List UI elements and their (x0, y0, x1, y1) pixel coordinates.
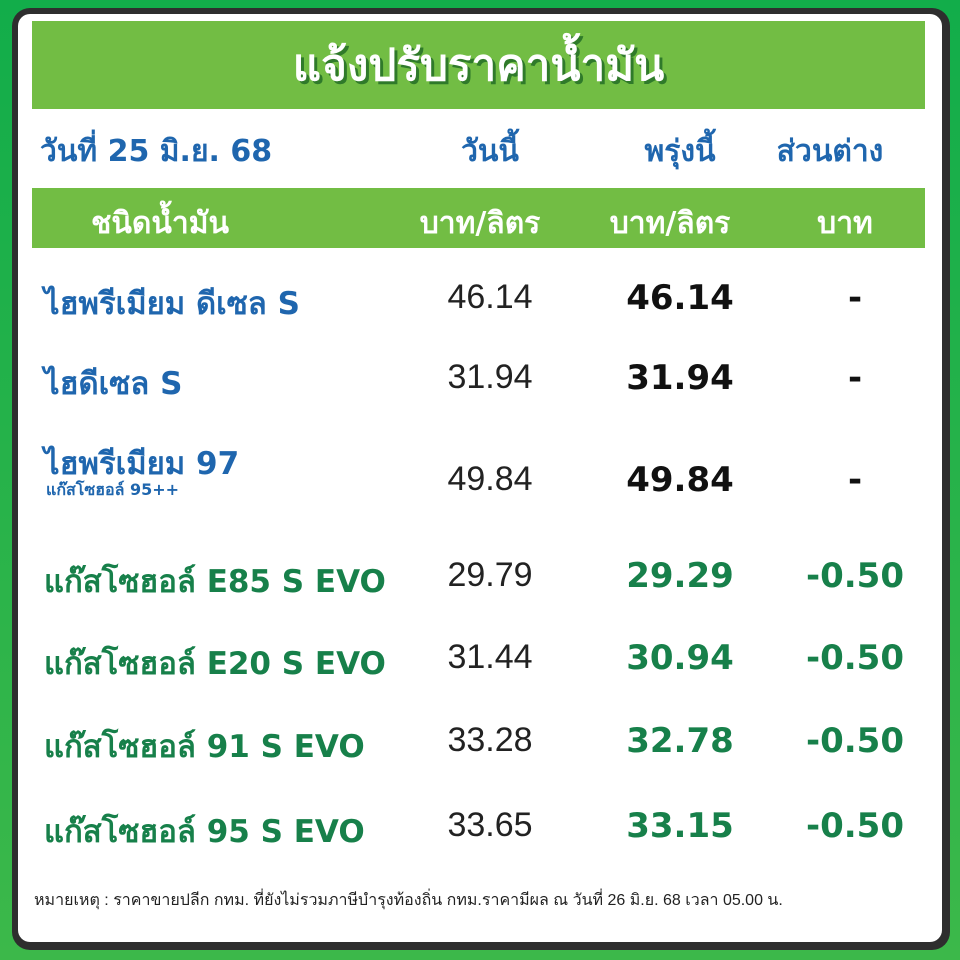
price-today: 33.28 (447, 721, 533, 759)
unit-diff: บาท (817, 206, 873, 241)
price-tomorrow: 29.29 (626, 556, 734, 596)
footnote: หมายเหตุ : ราคาขายปลีก กทม. ที่ยังไม่รวม… (34, 892, 783, 909)
poster-inner (18, 14, 942, 942)
price-tomorrow: 49.84 (626, 460, 734, 500)
price-diff: - (847, 278, 863, 318)
price-tomorrow: 33.15 (626, 806, 734, 846)
price-tomorrow: 30.94 (626, 638, 734, 678)
price-today: 33.65 (447, 806, 533, 844)
date-label: วันที่ 25 มิ.ย. 68 (40, 134, 273, 169)
price-diff: -0.50 (806, 556, 904, 596)
price-diff: -0.50 (806, 721, 904, 761)
poster-frame (12, 8, 950, 950)
fuel-name: แก๊สโซฮอล์ 91 S EVO (44, 729, 365, 765)
fuel-name: แก๊สโซฮอล์ 95 S EVO (44, 814, 365, 850)
price-diff: - (847, 358, 863, 398)
type-header: ชนิดน้ำมัน (91, 206, 229, 241)
price-today: 46.14 (447, 278, 533, 316)
fuel-name: แก๊สโซฮอล์ E20 S EVO (44, 646, 386, 682)
header-band (32, 188, 925, 248)
fuel-name: ไฮพรีเมียม 97 (44, 446, 240, 482)
col-tomorrow-header: พรุ่งนี้ (644, 134, 716, 169)
fuel-name: ไฮพรีเมียม ดีเซล S (44, 286, 300, 322)
unit-today: บาท/ลิตร (419, 206, 541, 241)
price-tomorrow: 46.14 (626, 278, 734, 318)
col-today-header: วันนี้ (461, 134, 519, 169)
unit-tomorrow: บาท/ลิตร (609, 206, 731, 241)
fuel-name: ไฮดีเซล S (44, 366, 183, 402)
title: แจ้งปรับราคาน้ำมัน (32, 21, 925, 109)
price-tomorrow: 32.78 (626, 721, 734, 761)
fuel-name: แก๊สโซฮอล์ E85 S EVO (44, 564, 386, 600)
price-today: 49.84 (447, 460, 533, 498)
price-diff: -0.50 (806, 638, 904, 678)
price-today: 29.79 (447, 556, 533, 594)
price-diff: -0.50 (806, 806, 904, 846)
col-diff-header: ส่วนต่าง (776, 134, 884, 169)
price-today: 31.94 (447, 358, 533, 396)
fuel-subname: แก๊สโซฮอล์ 95++ (46, 480, 180, 499)
price-today: 31.44 (447, 638, 533, 676)
price-tomorrow: 31.94 (626, 358, 734, 398)
price-diff: - (847, 460, 863, 500)
